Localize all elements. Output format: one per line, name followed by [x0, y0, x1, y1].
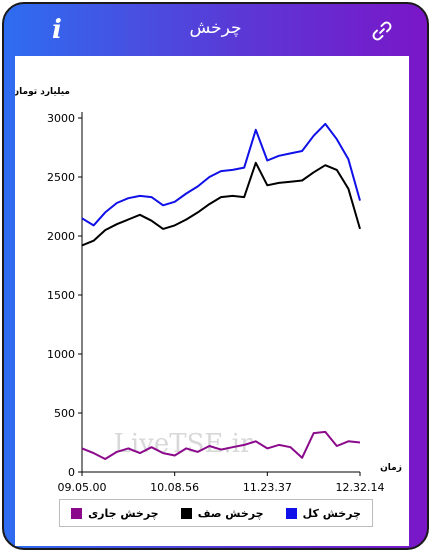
axes: 0 500 1000 1500 2000 2500 3000 09.05.00 10.08.56…: [47, 112, 384, 494]
y-tick-label: 2500: [47, 171, 75, 184]
legend-label-total: چرخش کل: [302, 506, 361, 520]
y-tick-label: 1000: [47, 348, 75, 361]
series-line-1: [81, 161, 361, 247]
y-axis-label: میلیارد تومان: [15, 87, 70, 97]
header-bar: i چرخش: [4, 4, 427, 56]
legend-item-current[interactable]: چرخش جاری: [71, 507, 159, 520]
legend-swatch-queue: [180, 507, 192, 519]
y-tick-label: 500: [54, 407, 75, 420]
turnover-chart: میلیارد تومان زمان LiveTSE.ir 0 500 1000 15…: [15, 87, 402, 494]
legend-item-total[interactable]: چرخش کل: [285, 506, 361, 520]
x-tick-label: 12.32.14: [336, 481, 385, 494]
y-tick-label: 0: [68, 466, 75, 479]
y-tick-label: 3000: [47, 112, 75, 125]
legend-label-current: چرخش جاری: [88, 506, 159, 520]
series-layer: [81, 122, 361, 460]
x-axis-label: زمان: [380, 463, 402, 473]
x-tick-label: 10.08.56: [150, 481, 199, 494]
series-line-0: [81, 122, 361, 227]
turnover-card: i چرخش میلیارد تومان زمان LiveTSE.ir 0 50…: [2, 2, 429, 550]
legend-item-queue[interactable]: چرخش صف: [180, 506, 264, 520]
info-icon[interactable]: i: [52, 15, 62, 45]
legend-label-queue: چرخش صف: [197, 506, 264, 520]
chart-panel: میلیارد تومان زمان LiveTSE.ir 0 500 1000 15…: [15, 56, 409, 546]
x-tick-label: 11.23.37: [243, 481, 292, 494]
legend-swatch-total: [285, 507, 297, 519]
y-tick-label: 1500: [47, 289, 75, 302]
series-line-2: [81, 430, 361, 460]
link-icon[interactable]: [371, 20, 393, 42]
page-title: چرخش: [189, 18, 242, 38]
legend: چرخش کل چرخش صف چرخش جاری: [59, 499, 373, 527]
x-tick-label: 09.05.00: [58, 481, 107, 494]
watermark: LiveTSE.ir: [114, 429, 253, 459]
legend-swatch-current: [71, 507, 83, 519]
y-tick-label: 2000: [47, 230, 75, 243]
